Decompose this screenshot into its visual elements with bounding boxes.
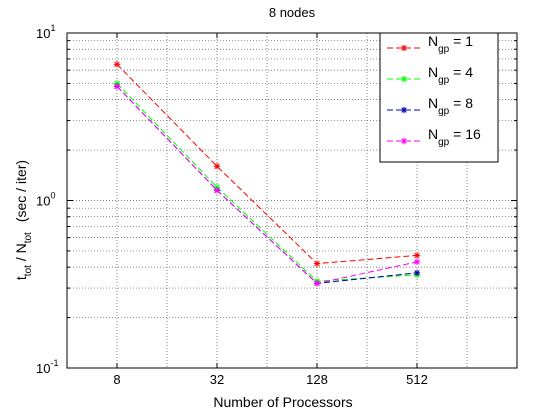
x-tick-label: 512 (406, 372, 428, 387)
legend-marker (400, 106, 408, 114)
legend-label-2: Ngp = 4 (428, 64, 473, 86)
y-tick-label: 101 (36, 23, 55, 41)
data-point-marker (313, 260, 321, 267)
x-tick-label: 8 (113, 372, 120, 387)
y-axis-label-sub2: tot (23, 232, 34, 243)
y-tick-label: 100 (36, 191, 55, 209)
y-tick-label: 10-1 (36, 358, 58, 376)
legend-label-3: Ngp = 8 (428, 95, 473, 117)
series-lines (113, 61, 421, 287)
data-point-marker (413, 258, 421, 266)
x-tick-label: 128 (306, 372, 328, 387)
axis-ticks: 8 32 128 512 10-1 100 101 (36, 23, 517, 387)
y-axis-label-sub: tot (23, 265, 34, 276)
chart-title: 8 nodes (269, 5, 316, 20)
data-point-marker (313, 280, 321, 287)
legend: Ngp = 1 Ngp = 4 Ngp = 8 Ngp = 16 (379, 32, 499, 163)
data-point-marker (213, 187, 221, 194)
legend-label-4: Ngp = 16 (428, 126, 481, 148)
series-line-2 (116, 83, 418, 282)
series-line-1 (116, 63, 418, 265)
y-axis-units: (sec / iter) (13, 160, 29, 222)
legend-marker (400, 137, 408, 145)
y-axis-label: ttot / Ntot(sec / iter) (13, 160, 34, 280)
legend-marker (400, 75, 408, 83)
x-tick-label: 32 (210, 372, 224, 387)
data-point-marker (413, 269, 421, 277)
data-point-marker (413, 252, 421, 259)
x-axis-label: Number of Processors (213, 394, 352, 410)
legend-label-1: Ngp = 1 (428, 33, 473, 55)
data-point-marker (213, 163, 221, 170)
series-line-3 (116, 86, 418, 284)
series-line-4 (116, 86, 418, 284)
data-point-marker (113, 83, 121, 90)
data-point-marker (113, 61, 121, 68)
legend-marker (400, 44, 408, 52)
